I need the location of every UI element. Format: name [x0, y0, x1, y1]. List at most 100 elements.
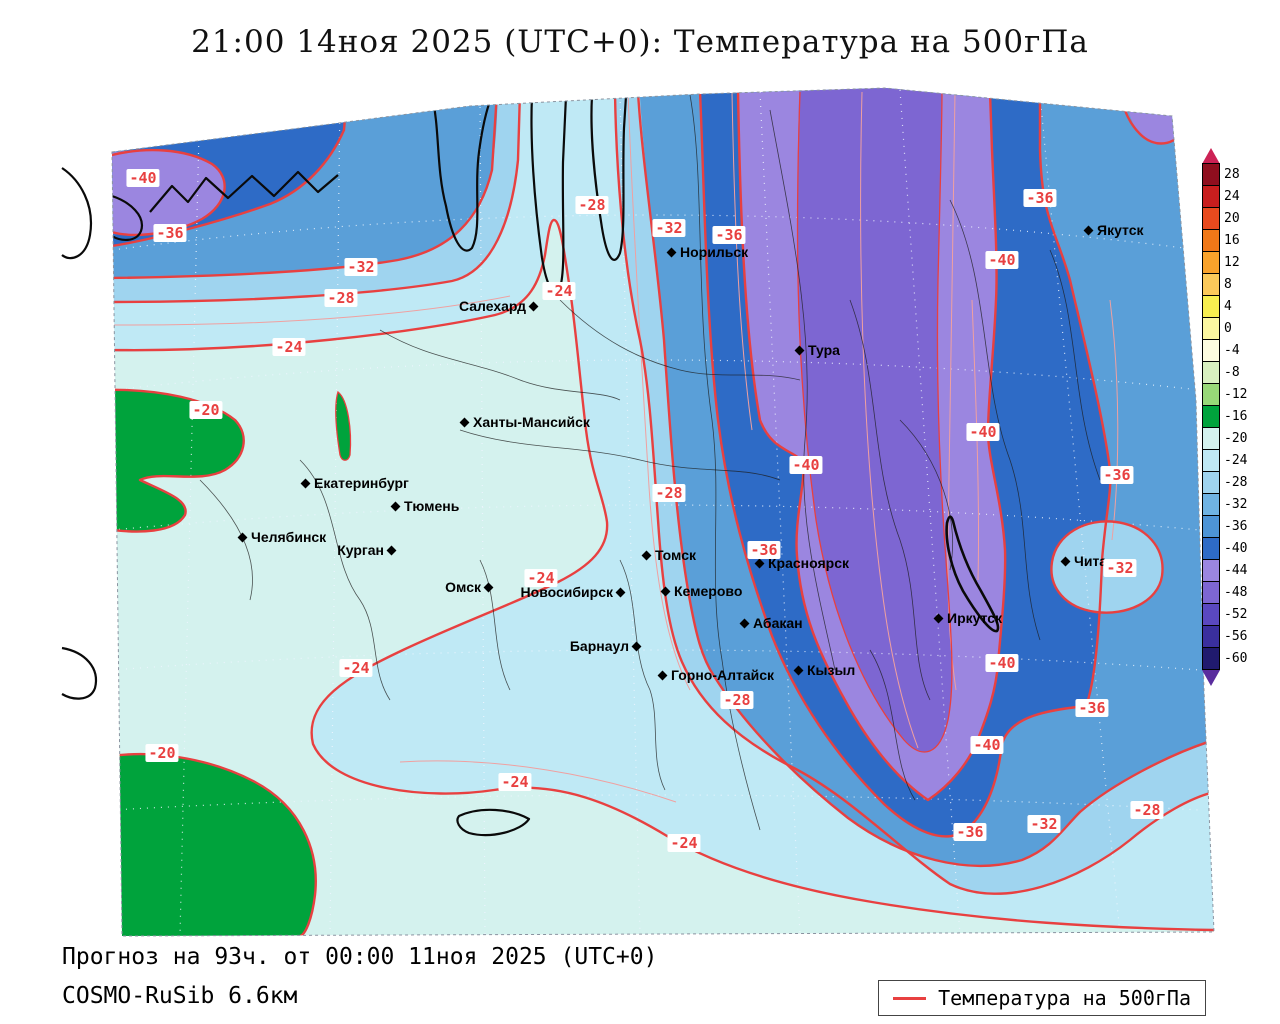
isotherm--40-nw: [112, 148, 226, 237]
city-label: Якутск: [1097, 222, 1144, 238]
colorbar-row: -12: [1202, 383, 1247, 406]
isotherm-value-label: -32: [344, 258, 378, 276]
isotherm-value-label: -36: [953, 823, 987, 841]
isotherm--28: [112, 90, 1214, 895]
isotherm-value-label: -32: [652, 219, 686, 237]
colorbar-cell: [1202, 229, 1220, 252]
legend-line-sample: [893, 996, 927, 1000]
page-title: 21:00 14ноя 2025 (UTC+0): Температура на…: [191, 24, 1089, 60]
colorbar-row: -32: [1202, 493, 1247, 516]
colorbar-tick-label: -8: [1224, 365, 1240, 380]
colorbar-tick-label: -36: [1224, 519, 1248, 534]
isotherm-value-label: -24: [524, 569, 558, 587]
band--44-core: [797, 88, 952, 752]
isotherm-value-label: -24: [667, 834, 701, 852]
colorbar-tick-label: -28: [1224, 475, 1248, 490]
colorbar-row: -52: [1202, 603, 1248, 626]
colorbar-tick-label: -56: [1224, 629, 1248, 644]
colorbar-cell: [1202, 317, 1220, 340]
city-label: Курган: [337, 542, 384, 558]
colorbar-row: -36: [1202, 515, 1248, 538]
isotherm--36: [698, 90, 1112, 838]
temperature-field: [112, 88, 1214, 936]
legend-label: Температура на 500гПа: [938, 986, 1191, 1010]
colorbar-cells: 28 24 20 16 12 8 4 0 -4 -8 -12 -16 -20 -24 -28 -32 -36 -4…: [1202, 163, 1248, 670]
isotherm-value-label: -40: [789, 456, 823, 474]
colorbar-row: -28: [1202, 471, 1248, 494]
isotherm--44: [796, 91, 953, 753]
city-label: Кызыл: [807, 662, 856, 678]
isotherm-value-label: -28: [575, 196, 609, 214]
colorbar-tick-label: 0: [1224, 321, 1232, 336]
colorbar-cell: [1202, 383, 1220, 406]
green-west: [112, 389, 244, 532]
admin-borders: [199, 94, 1101, 831]
lake-baikal: [945, 515, 1000, 633]
city-label: Горно-Алтайск: [671, 667, 775, 683]
colorbar-tick-label: -4: [1224, 343, 1240, 358]
isotherm-value-label: -36: [153, 224, 187, 242]
colorbar-row: 24: [1202, 185, 1247, 208]
colorbar-tick-label: -40: [1224, 541, 1248, 556]
colorbar-row: -56: [1202, 625, 1248, 648]
city-label: Кемерово: [674, 583, 743, 599]
colorbar-cell: [1202, 295, 1220, 318]
arctic-coast: [149, 170, 339, 213]
isotherm-value-label: -32: [1027, 815, 1061, 833]
city-label: Тюмень: [404, 498, 460, 514]
city-label: Чита: [1074, 553, 1108, 569]
city-label: Иркутск: [947, 610, 1003, 626]
colorbar-cell: [1202, 647, 1220, 670]
colorbar-cell: [1202, 515, 1220, 538]
colorbar-row: 8: [1202, 273, 1247, 296]
colorbar-row: -4: [1202, 339, 1247, 362]
colorbar-cell: [1202, 625, 1220, 648]
colorbar-tick-label: -52: [1224, 607, 1248, 622]
colorbar-row: 16: [1202, 229, 1247, 252]
city-label: Абакан: [753, 615, 803, 631]
footer-model-line: COSMO-RuSib 6.6км: [62, 983, 298, 1009]
city-label: Красноярск: [768, 555, 850, 571]
colorbar-row: -40: [1202, 537, 1248, 560]
isotherm--36-nw: [112, 93, 349, 248]
colorbar-tick-label: 8: [1224, 277, 1232, 292]
isotherm-value-label: -28: [1130, 801, 1164, 819]
colorbar-cell: [1202, 493, 1220, 516]
colorbar-row: 4: [1202, 295, 1247, 318]
colorbar-tick-label: -16: [1224, 409, 1248, 424]
city-label: Екатеринбург: [314, 475, 409, 491]
colorbar-cell: [1202, 603, 1220, 626]
city-label: Омск: [445, 579, 481, 595]
colorbar-cell: [1202, 427, 1220, 450]
colorbar-tick-label: -60: [1224, 651, 1248, 666]
colorbar-tick-label: 20: [1224, 211, 1240, 226]
isotherm-value-label: -24: [498, 773, 532, 791]
colorbar-row: -60: [1202, 647, 1248, 670]
isotherm--20-sliver: [335, 390, 352, 461]
green-southwest: [112, 754, 316, 936]
taz-gulf: [590, 95, 628, 261]
colorbar-row: 0: [1202, 317, 1247, 340]
colorbar-row: -16: [1202, 405, 1248, 428]
isotherm-value-label: -20: [145, 744, 179, 762]
isotherm-value-label: -40: [985, 654, 1019, 672]
isotherm-value-label: -20: [189, 401, 223, 419]
colorbar-tick-label: 16: [1224, 233, 1240, 248]
colorbar-row: -44: [1202, 559, 1247, 582]
colorbar: 28 24 20 16 12 8 4 0 -4 -8 -12 -16 -20 -24 -28 -32 -36 -4…: [1202, 148, 1247, 686]
colorbar-cell: [1202, 471, 1220, 494]
major-isotherms: [112, 90, 1214, 936]
isotherm-value-label: -36: [1100, 466, 1134, 484]
colorbar-cell: [1202, 361, 1220, 384]
colorbar-cell: [1202, 581, 1220, 604]
city-label: Новосибирск: [520, 584, 613, 600]
city-label: Барнаул: [569, 638, 629, 654]
colorbar-tick-label: -48: [1224, 585, 1248, 600]
isotherm-value-label: -40: [985, 251, 1019, 269]
isotherm-value-label: -36: [747, 541, 781, 559]
colorbar-cell: [1202, 163, 1220, 186]
green-sliver: [335, 392, 351, 461]
isotherm--24: [112, 218, 1214, 932]
colorbar-cell: [1202, 537, 1220, 560]
